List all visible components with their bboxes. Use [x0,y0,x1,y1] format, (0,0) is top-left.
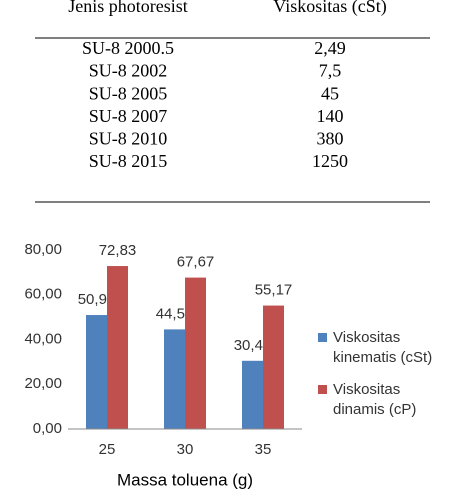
bar [86,315,107,429]
table-header: Viskositas (cSt) [273,0,386,17]
y-tick-label: 40,00 [24,330,62,347]
bar [107,266,128,429]
legend-swatch [318,385,327,394]
bar [164,329,185,429]
table-cell: SU-8 2002 [89,61,168,81]
bar [242,360,263,429]
x-tick-label: 25 [99,441,116,458]
value-label: 72,83 [99,242,137,259]
legend-swatch [318,333,327,342]
table-cell: 2,49 [314,38,346,58]
table-cell: SU-8 2007 [89,106,168,126]
legend-item: Viskositas kinematis (cSt) [318,328,458,368]
table-cell: 45 [321,83,339,103]
legend-label: Viskositas dinamis (cP) [333,381,417,418]
value-label: 55,17 [255,282,293,299]
value-label: 67,67 [177,254,215,271]
x-tick-label: 35 [255,441,272,458]
legend-item: Viskositas dinamis (cP) [318,380,458,420]
legend-label: Viskositas kinematis (cSt) [333,329,433,366]
bar [185,277,206,429]
y-tick-label: 0,00 [33,420,62,437]
table-cell: 380 [317,129,344,149]
x-tick-label: 30 [177,441,194,458]
y-tick-label: 20,00 [24,375,62,392]
table-cell: 140 [317,106,344,126]
table-cell: SU-8 2015 [89,151,168,171]
value-label: 30,48 [234,337,272,354]
x-axis-title: Massa toluena (g) [117,470,253,489]
table-cell: SU-8 2010 [89,129,168,149]
y-tick-label: 80,00 [24,241,62,258]
table-cell: 1250 [312,151,348,171]
table-cell: SU-8 2000.5 [82,38,174,58]
bar [263,305,284,429]
table-cell: SU-8 2005 [89,83,168,103]
table-header: Jenis photoresist [68,0,188,16]
value-label: 44,52 [156,305,194,322]
y-tick-label: 60,00 [24,286,62,303]
table-cell: 7,5 [319,61,342,81]
value-label: 50,93 [78,291,116,308]
